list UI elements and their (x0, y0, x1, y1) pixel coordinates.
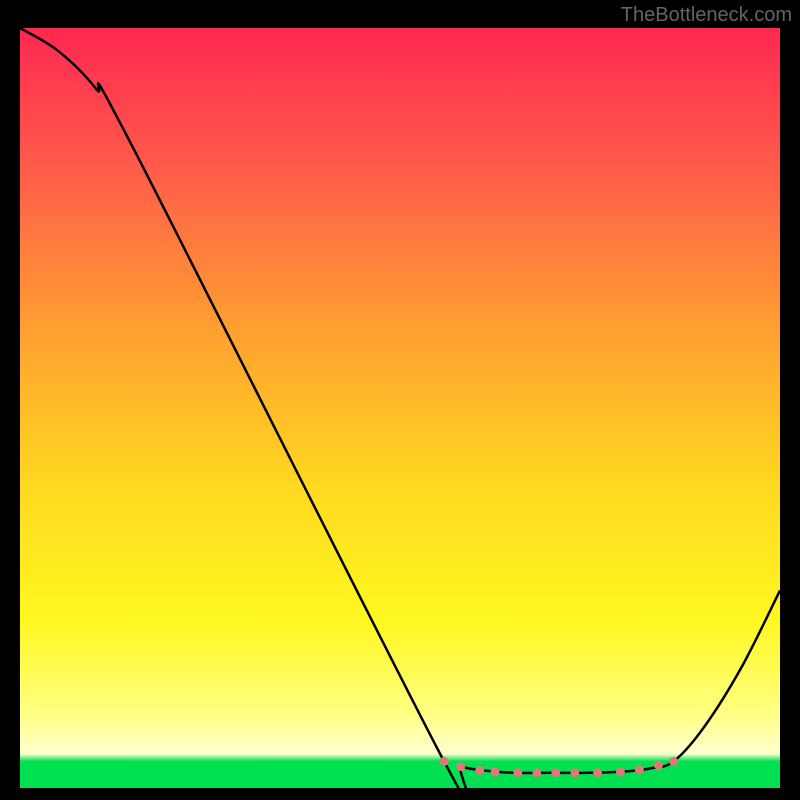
plot-area (20, 28, 780, 788)
curve-marker (616, 768, 625, 777)
curve-marker (669, 757, 678, 766)
bottleneck-curve (20, 28, 780, 788)
curve-marker (513, 768, 522, 777)
curve-marker (491, 768, 500, 777)
curve-marker (456, 762, 465, 771)
attribution-text: TheBottleneck.com (621, 4, 792, 27)
curve-marker (570, 768, 579, 777)
curve-marker (551, 768, 560, 777)
curve-marker (654, 761, 663, 770)
curve-marker (532, 768, 541, 777)
curve-marker (593, 768, 602, 777)
curve-marker (440, 757, 449, 766)
curve-marker (635, 765, 644, 774)
curve-marker (475, 766, 484, 775)
